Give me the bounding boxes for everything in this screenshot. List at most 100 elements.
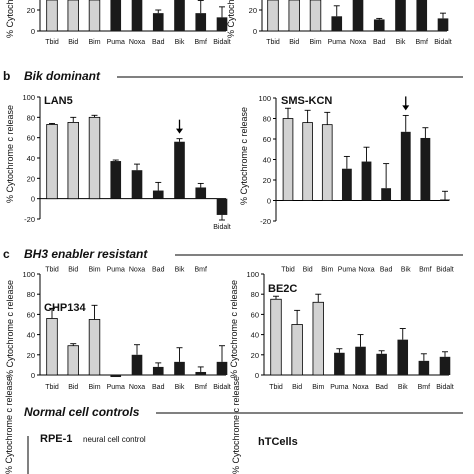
bar-noxa — [352, 0, 364, 31]
y-tick-label: 60 — [263, 135, 271, 144]
category-label-puma: Puma — [107, 267, 125, 274]
category-label-bid: Bid — [292, 384, 302, 391]
y-tick-label: 20 — [249, 6, 257, 15]
bar-bik — [174, 361, 185, 375]
y-tick-label: 20 — [263, 176, 271, 185]
bar-bim — [88, 319, 101, 376]
bar-bik — [400, 131, 411, 201]
y-tick-label: -20 — [24, 215, 35, 224]
bar-noxa — [131, 354, 143, 375]
bar-bad — [152, 366, 164, 375]
bar-bim — [321, 124, 333, 201]
y-tick-label: 40 — [251, 331, 259, 340]
category-label-bidalt: Bidalt — [436, 384, 454, 391]
y-tick-label: 40 — [27, 154, 35, 163]
category-label-bik: Bik — [175, 384, 185, 391]
section-header-normal: Normal cell controls — [24, 405, 463, 419]
y-tick-label: 20 — [251, 351, 259, 360]
y-tick-label: 0 — [255, 371, 259, 380]
chart-panel-sms-kcn: -20 0 20 40 60 80 100 % Cytochrome c release SMS… — [239, 94, 454, 274]
section-header-b: b Bik dominant — [3, 69, 463, 83]
chart-panel-top-right: 0 20 % Cytochrome c release Tbid Bid Bim Puma N… — [226, 0, 452, 46]
bar-bik — [174, 0, 185, 31]
category-label-bidalt: Bidalt — [436, 267, 454, 274]
bar-puma — [110, 0, 122, 31]
category-label-bmf: Bmf — [419, 267, 432, 274]
y-tick-label: 0 — [267, 197, 271, 206]
bar-bidalt — [439, 356, 451, 375]
y-tick-label: 0 — [31, 371, 35, 380]
bar-puma — [341, 168, 352, 201]
y-tick-label: 20 — [27, 174, 35, 183]
bar-bid — [302, 122, 313, 201]
category-label-noxa: Noxa — [358, 267, 374, 274]
category-label-bad: Bad — [152, 384, 165, 391]
chart-panel-top-left: 0 20 % Cytochrome c release Tbid Bid Bim Puma N… — [5, 0, 231, 46]
bar-bim — [312, 301, 324, 376]
category-label-bidalt: Bidalt — [434, 39, 452, 46]
y-tick-label: 80 — [27, 113, 35, 122]
bar-tbid — [282, 118, 294, 201]
bar-bik — [397, 339, 409, 375]
bar-bmf — [195, 13, 207, 31]
y-tick-label: -20 — [260, 217, 271, 226]
bar-bidalt — [437, 18, 449, 31]
category-label-bim: Bim — [88, 267, 100, 274]
bar-bmf — [195, 371, 207, 375]
category-label-noxa: Noxa — [129, 39, 145, 46]
bar-bid — [67, 345, 79, 376]
y-tick-label: 80 — [251, 290, 259, 299]
category-label-bmf: Bmf — [418, 384, 431, 391]
category-label-noxa: Noxa — [350, 39, 366, 46]
y-tick-label: 100 — [22, 270, 35, 279]
bar-bidalt — [216, 17, 228, 31]
bar-bik — [395, 0, 406, 31]
category-label-puma: Puma — [328, 39, 346, 46]
category-label-puma: Puma — [107, 39, 125, 46]
category-label-tbid: Tbid — [269, 384, 283, 391]
category-label-noxa: Noxa — [129, 267, 145, 274]
category-label-bid: Bid — [289, 39, 299, 46]
category-label-bad: Bad — [152, 39, 165, 46]
bar-bim — [88, 0, 101, 32]
y-tick-label: 0 — [253, 27, 257, 36]
y-tick-label: 60 — [27, 310, 35, 319]
bar-bik — [174, 141, 185, 199]
y-axis-label: % Cytochrome c release — [5, 105, 15, 203]
bar-puma — [334, 352, 345, 375]
category-label-bidalt: Bidalt — [213, 224, 231, 231]
panel-subtitle-rpe1: neural cell control — [83, 435, 146, 444]
y-tick-label: 80 — [263, 115, 271, 124]
panel-title: LAN5 — [44, 95, 73, 107]
section-title-b: Bik dominant — [24, 69, 101, 83]
y-axis-label: % Cytochrome c release — [226, 0, 236, 38]
category-label-bid: Bid — [68, 39, 78, 46]
bar-bad — [381, 188, 392, 201]
section-letter-c: c — [3, 247, 10, 261]
bar-tbid — [270, 298, 282, 376]
category-label-bim: Bim — [312, 384, 324, 391]
category-label-tbid: Tbid — [266, 39, 280, 46]
y-tick-label: 60 — [251, 310, 259, 319]
category-label-bik: Bik — [175, 267, 185, 274]
arrow-marker-head — [176, 128, 183, 134]
category-label-bim: Bim — [88, 384, 100, 391]
y-tick-label: 40 — [27, 331, 35, 340]
bar-bidalt — [216, 361, 228, 375]
category-label-noxa: Noxa — [352, 384, 368, 391]
category-label-bim: Bim — [309, 39, 321, 46]
bar-bmf — [418, 360, 430, 375]
section-title-c: BH3 enabler resistant — [24, 247, 148, 261]
bar-noxa — [131, 170, 143, 199]
bar-bid — [67, 0, 79, 32]
category-label-bidalt: Bidalt — [213, 39, 231, 46]
panel-title: CHP134 — [44, 302, 86, 314]
chart-panel-be2c: 0 20 40 60 80 100 % Cytochrome c release BE2C Tb… — [229, 270, 454, 391]
category-label-bad: Bad — [373, 39, 386, 46]
section-header-c: c BH3 enabler resistant — [3, 247, 463, 261]
category-label-bmf: Bmf — [416, 39, 429, 46]
panel-title-rpe1: RPE-1 — [40, 433, 72, 445]
y-tick-label: 100 — [22, 93, 35, 102]
panel-title-htcells: hTCells — [258, 436, 298, 448]
category-label-bid: Bid — [68, 384, 78, 391]
